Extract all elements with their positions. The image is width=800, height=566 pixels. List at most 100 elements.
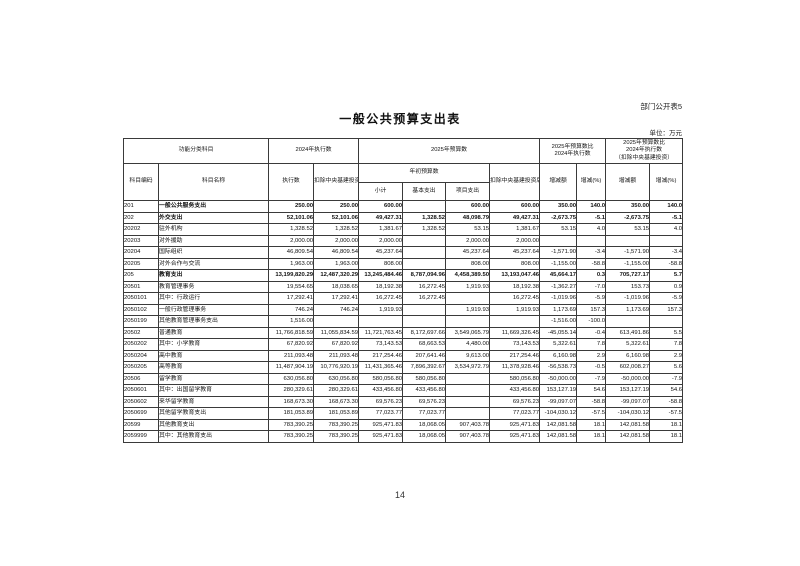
cell-project: 907,403.78 [445, 418, 491, 431]
cell-d1: -45,055.14 [539, 326, 578, 339]
cell-subtotal: 69,576.23 [358, 395, 404, 408]
cell-exec: 11,487,904.19 [268, 361, 315, 374]
cell-p2: 18.1 [649, 430, 684, 443]
cell-project: 600.00 [445, 200, 491, 213]
cell-subject-name: 其他教育管理事务支出 [157, 315, 270, 328]
cell-subject-code: 20205 [123, 257, 159, 270]
cell-exec-net: 11,055,834.59 [313, 326, 360, 339]
cell-project: 3,534,972.79 [445, 361, 491, 374]
cell-subject-code: 2050102 [123, 303, 159, 316]
cell-d2: 6,160.98 [605, 349, 651, 362]
cell-subject-name: 一般行政管理事务 [157, 303, 270, 316]
table-row: 2050102 一般行政管理事务 746.24 746.24 1,919.93 1,919… [123, 303, 684, 316]
cell-subject-code: 2050602 [123, 395, 159, 408]
cell-p2: -5.9 [649, 292, 684, 305]
table-row: 205 教育支出 13,199,820.29 12,487,320.29 13,245,… [123, 269, 684, 282]
cell-basic: 18,068.05 [402, 418, 447, 431]
cell-exec-net: 52,101.06 [313, 211, 360, 224]
cell-subtotal: 11,721,763.45 [358, 326, 404, 339]
cell-subtotal: 925,471.83 [358, 430, 404, 443]
table-row: 20506 留学教育 630,056.80 630,056.80 580,056.80 5… [123, 372, 684, 385]
cell-project: 9,613.00 [445, 349, 491, 362]
cell-d1: -2,673.75 [539, 211, 578, 224]
cell-budget-net: 925,471.83 [489, 418, 541, 431]
cell-exec-net: 10,776,920.19 [313, 361, 360, 374]
col-header-initial-budget: 年初预算数 [358, 163, 491, 183]
cell-d1: -1,155.00 [539, 257, 578, 270]
cell-exec-net: 746.24 [313, 303, 360, 316]
cell-project: 48,098.79 [445, 211, 491, 224]
cell-subject-code: 2050101 [123, 292, 159, 305]
cell-d2: -2,673.75 [605, 211, 651, 224]
cell-p1 [576, 234, 607, 247]
cell-p1: -7.0 [576, 280, 607, 293]
cell-project [445, 315, 491, 328]
col-header-subtotal: 小计 [358, 182, 404, 201]
cell-subject-name: 教育支出 [157, 269, 270, 282]
cell-exec: 17,292.41 [268, 292, 315, 305]
cell-p1: -0.4 [576, 326, 607, 339]
cell-p1: 2.9 [576, 349, 607, 362]
cell-basic: 207,641.46 [402, 349, 447, 362]
cell-p1: -3.4 [576, 246, 607, 259]
cell-p1: 54.6 [576, 384, 607, 397]
cell-basic: 580,056.80 [402, 372, 447, 385]
cell-exec-net: 783,390.25 [313, 418, 360, 431]
cell-p2: 0.9 [649, 280, 684, 293]
cell-p1: 4.0 [576, 223, 607, 236]
cell-subject-code: 20599 [123, 418, 159, 431]
cell-d2: -50,000.00 [605, 372, 651, 385]
cell-budget-net: 13,193,047.46 [489, 269, 541, 282]
cell-project: 4,480.00 [445, 338, 491, 351]
cell-subject-code: 2050204 [123, 349, 159, 362]
budget-table: 功能分类科目 2024年执行数 2025年预算数 2025年预算数比 2024年… [122, 138, 684, 443]
cell-p2: 4.0 [649, 223, 684, 236]
header-group-compare-line2: 2024年执行数 [554, 151, 591, 157]
cell-budget-net: 217,254.46 [489, 349, 541, 362]
cell-budget-net: 1,381.67 [489, 223, 541, 236]
cell-budget-net: 49,427.31 [489, 211, 541, 224]
cell-subtotal: 1,919.93 [358, 303, 404, 316]
cell-subtotal: 580,056.80 [358, 372, 404, 385]
cell-project: 907,403.78 [445, 430, 491, 443]
cell-d1: 153,127.19 [539, 384, 578, 397]
cell-exec-net: 783,390.25 [313, 430, 360, 443]
cell-project [445, 407, 491, 420]
cell-d1: -1,516.00 [539, 315, 578, 328]
cell-p1: 140.0 [576, 200, 607, 213]
cell-subject-name: 来华留学教育 [157, 395, 270, 408]
header-group-subject: 功能分类科目 [122, 138, 270, 164]
header-group-budget-2025: 2025年预算数 [358, 138, 541, 164]
cell-d2: 153.73 [605, 280, 651, 293]
cell-d1: 5,322.61 [539, 338, 578, 351]
cell-d1: 350.00 [539, 200, 578, 213]
cell-budget-net: 11,378,928.46 [489, 361, 541, 374]
cell-d1: -1,362.27 [539, 280, 578, 293]
cell-basic [402, 315, 447, 328]
cell-d2 [605, 234, 651, 247]
cell-exec: 2,000.00 [268, 234, 315, 247]
cell-exec: 46,809.54 [268, 246, 315, 259]
cell-p1: -100.0 [576, 315, 607, 328]
cell-subject-code: 2050699 [123, 407, 159, 420]
cell-subtotal: 600.00 [358, 200, 404, 213]
cell-exec: 1,963.00 [268, 257, 315, 270]
col-header-project: 项目支出 [445, 182, 491, 201]
cell-subject-name: 外交支出 [157, 211, 270, 224]
cell-p2: -57.5 [649, 407, 684, 420]
cell-subtotal: 808.00 [358, 257, 404, 270]
cell-d2: 613,491.86 [605, 326, 651, 339]
col-header-basic: 基本支出 [402, 182, 447, 201]
cell-budget-net: 2,000.00 [489, 234, 541, 247]
cell-project: 2,000.00 [445, 234, 491, 247]
header-group-compare: 2025年预算数比 2024年执行数 [539, 138, 607, 164]
cell-exec: 250.00 [268, 200, 315, 213]
cell-d1: -99,097.07 [539, 395, 578, 408]
cell-p1: -57.5 [576, 407, 607, 420]
cell-subtotal: 18,192.38 [358, 280, 404, 293]
cell-p2: 18.1 [649, 418, 684, 431]
cell-project: 1,919.93 [445, 303, 491, 316]
cell-p2: 5.6 [649, 361, 684, 374]
cell-basic: 16,272.45 [402, 280, 447, 293]
cell-exec-net: 181,053.89 [313, 407, 360, 420]
